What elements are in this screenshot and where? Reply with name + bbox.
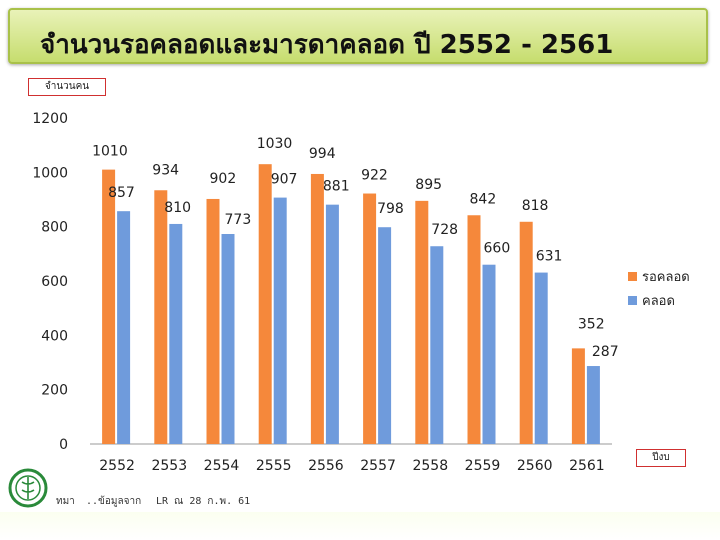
bar-delivered [221, 234, 235, 444]
footer-org: ทมา [56, 496, 75, 507]
x-tick-label: 2559 [465, 458, 501, 474]
legend-swatch [628, 272, 637, 281]
y-tick-label: 400 [41, 328, 68, 344]
data-label-waiting: 994 [309, 146, 336, 162]
legend-swatch [628, 296, 637, 305]
y-tick-label: 1200 [32, 111, 68, 127]
data-label-waiting: 934 [152, 162, 179, 178]
bar-waiting [310, 173, 324, 445]
data-label-waiting: 895 [415, 177, 442, 193]
bar-waiting [258, 164, 272, 444]
data-label-delivered: 881 [323, 179, 350, 195]
page-title: จำนวนรอคลอดและมารดาคลอด ปี 2552 - 2561 [40, 30, 614, 60]
data-label-delivered: 798 [377, 201, 404, 217]
bar-delivered [482, 264, 496, 444]
y-tick-label: 200 [41, 383, 68, 399]
bar-delivered [117, 211, 131, 444]
legend-label: คลอด [642, 294, 675, 309]
x-tick-label: 2552 [99, 458, 135, 474]
x-tick-label: 2555 [256, 458, 292, 474]
bar-delivered [325, 204, 339, 444]
footer-source: ..ข้อมูลจาก [86, 496, 142, 507]
y-tick-label: 600 [41, 274, 68, 290]
x-tick-label: 2558 [412, 458, 448, 474]
unit-label: จำนวนคน [28, 78, 106, 96]
x-tick-label: 2561 [569, 458, 605, 474]
data-label-delivered: 857 [108, 185, 135, 201]
bar-waiting [415, 200, 429, 444]
bar-waiting [571, 348, 585, 444]
bar-waiting [102, 169, 116, 444]
bar-waiting [519, 221, 533, 444]
bar-waiting [154, 190, 168, 444]
bar-waiting [467, 215, 481, 444]
data-label-waiting: 1010 [92, 144, 128, 160]
bar-delivered [273, 197, 287, 444]
bar-delivered [586, 366, 600, 444]
bar-waiting [363, 193, 377, 444]
data-label-delivered: 810 [164, 200, 191, 216]
bar-delivered [430, 246, 444, 444]
bottom-band [0, 512, 720, 540]
data-label-waiting: 818 [522, 198, 549, 214]
data-label-delivered: 728 [431, 222, 458, 238]
year-axis-label: ปีงบ [636, 449, 686, 467]
x-tick-label: 2556 [308, 458, 344, 474]
title-banner: จำนวนรอคลอดและมารดาคลอด ปี 2552 - 2561 [8, 8, 708, 64]
ministry-logo-icon [8, 468, 48, 508]
y-tick-label: 800 [41, 220, 68, 236]
data-label-delivered: 631 [536, 249, 563, 265]
data-label-waiting: 902 [210, 171, 237, 187]
y-tick-label: 1000 [32, 165, 68, 181]
x-tick-label: 2560 [517, 458, 553, 474]
data-label-waiting: 922 [361, 168, 388, 184]
data-label-delivered: 773 [225, 212, 252, 228]
footer-report-date: LR ณ 28 ก.พ. 61 [156, 496, 251, 507]
data-label-delivered: 660 [484, 241, 511, 257]
data-label-delivered: 907 [271, 172, 298, 188]
data-label-waiting: 1030 [257, 136, 293, 152]
bar-delivered [169, 223, 183, 444]
x-tick-label: 2557 [360, 458, 396, 474]
x-tick-label: 2553 [151, 458, 187, 474]
legend-label: รอคลอด [642, 270, 690, 285]
bar-delivered [378, 227, 392, 444]
data-label-delivered: 287 [592, 344, 619, 360]
data-label-waiting: 352 [578, 316, 605, 332]
data-label-waiting: 842 [470, 191, 497, 207]
bar-waiting [206, 198, 220, 444]
x-tick-label: 2554 [204, 458, 240, 474]
bar-delivered [534, 272, 548, 444]
y-tick-label: 0 [59, 437, 68, 453]
